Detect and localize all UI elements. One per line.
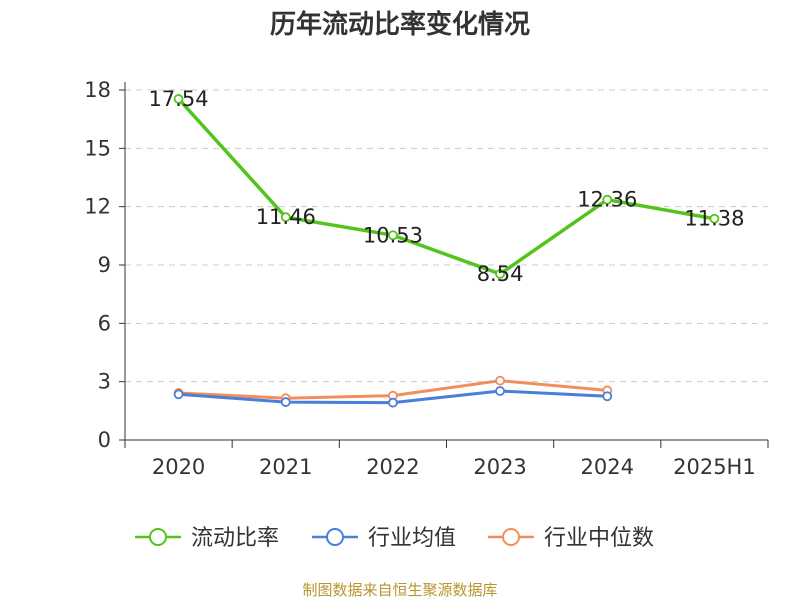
axes: 0 3 6 9 12 15 18 2020 2021 2022 2023 2024 2025H1: [84, 78, 769, 479]
data-labels: 17.54 11.46 10.53 8.54 12.36 11.38: [149, 87, 745, 286]
data-point: [280, 397, 291, 407]
legend-item: 行业中位数: [488, 526, 654, 551]
grid-lines: [125, 89, 768, 383]
source-note: 制图数据来自恒生聚源数据库: [302, 581, 497, 599]
x-tick-label: 2021: [259, 455, 312, 479]
data-label: 10.53: [363, 223, 423, 247]
series-1: [173, 386, 613, 408]
data-point: [173, 389, 184, 400]
y-tick-label: 6: [98, 311, 111, 335]
legend-label: 流动比率: [191, 526, 279, 551]
data-label: 8.54: [477, 262, 524, 286]
data-point: [495, 386, 505, 396]
x-tick-label: 2025H1: [673, 455, 756, 479]
data-label: 12.36: [577, 188, 637, 212]
y-tick-label: 3: [98, 370, 111, 394]
legend-label: 行业均值: [368, 526, 456, 551]
legend: 流动比率 行业均值 行业中位数: [135, 526, 654, 551]
series-line: [177, 97, 715, 276]
data-point: [495, 269, 505, 279]
y-tick-label: 12: [84, 195, 111, 219]
x-tick-label: 2020: [152, 455, 205, 479]
data-point: [709, 213, 720, 224]
y-tick-label: 0: [98, 428, 111, 452]
legend-item: 行业均值: [312, 526, 456, 551]
data-label: 11.46: [256, 205, 316, 229]
y-tick-label: 9: [98, 253, 111, 277]
series-0: [173, 94, 720, 279]
data-point: [495, 375, 505, 386]
data-point: [388, 397, 398, 408]
legend-item: 流动比率: [135, 526, 279, 551]
series-layer: [173, 94, 720, 408]
x-tick-label: 2024: [581, 455, 634, 479]
data-point: [388, 230, 398, 241]
x-tick-label: 2022: [366, 455, 419, 479]
data-point: [173, 94, 184, 104]
data-point: [602, 194, 613, 205]
legend-label: 行业中位数: [544, 526, 654, 551]
data-point: [280, 212, 291, 223]
legend-marker-icon: [149, 528, 167, 546]
legend-marker-icon: [502, 528, 520, 546]
y-tick-label: 15: [84, 136, 111, 160]
y-tick-label: 18: [84, 78, 111, 102]
x-tick-label: 2023: [473, 455, 526, 479]
chart-title: 历年流动比率变化情况: [270, 9, 530, 40]
data-label: 17.54: [149, 87, 209, 111]
legend-marker-icon: [326, 528, 344, 546]
data-point: [602, 391, 613, 402]
data-label: 11.38: [684, 207, 744, 231]
